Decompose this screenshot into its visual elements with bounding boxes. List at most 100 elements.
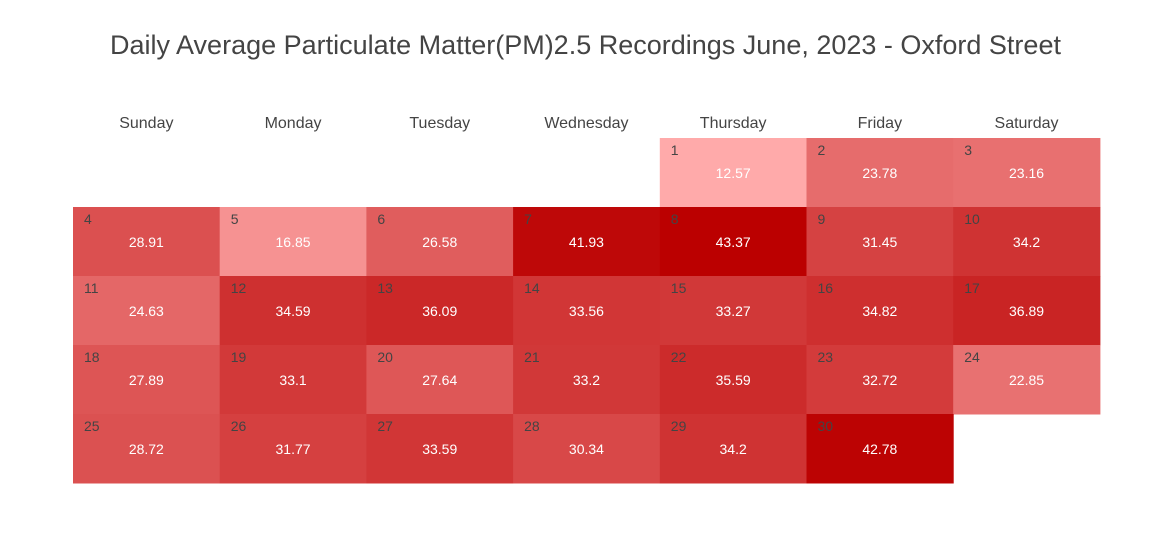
day-number: 9	[818, 211, 826, 227]
day-number: 10	[964, 211, 980, 227]
weekday-label: Monday	[265, 115, 322, 132]
day-number: 22	[671, 349, 687, 365]
day-cell: 223.78	[806, 138, 954, 208]
day-value-label: 30.34	[569, 441, 604, 457]
day-number: 14	[524, 280, 540, 296]
day-number: 30	[818, 418, 834, 434]
day-cell: 843.37	[659, 207, 807, 277]
day-number: 23	[818, 349, 834, 365]
day-cell-fill	[659, 138, 807, 208]
day-value-label: 26.58	[422, 234, 457, 250]
day-cell-fill	[659, 414, 807, 484]
day-value-label: 33.59	[422, 441, 457, 457]
day-number: 24	[964, 349, 980, 365]
day-cell: 23 32.72	[806, 345, 954, 415]
day-cell-fill	[366, 414, 514, 484]
day-cell: 323.16	[953, 138, 1101, 208]
day-number: 29	[671, 418, 687, 434]
day-number: 4	[84, 211, 92, 227]
day-cell-fill	[366, 276, 514, 346]
day-value-label: 27.64	[422, 372, 457, 388]
day-number: 12	[231, 280, 247, 296]
day-cell-fill	[659, 276, 807, 346]
day-value-label: 41.93	[569, 234, 604, 250]
day-cell-fill	[953, 345, 1101, 415]
day-cell: 22 35.59	[659, 345, 807, 415]
day-cell-fill	[953, 207, 1101, 277]
day-value-label: 12.57	[716, 165, 751, 181]
day-value-label: 33.56	[569, 303, 604, 319]
day-cell: 14 33.56	[513, 276, 661, 346]
day-cell-fill	[513, 207, 661, 277]
day-cell: 10 34.2	[953, 207, 1101, 277]
day-number: 5	[231, 211, 239, 227]
day-value-label: 33.27	[716, 303, 751, 319]
day-cell: 26 31.77	[219, 414, 367, 484]
day-cell-fill	[73, 345, 221, 415]
day-number: 8	[671, 211, 679, 227]
day-value-label: 34.2	[1013, 234, 1040, 250]
day-cell: 112.57	[659, 138, 807, 208]
day-cell-fill	[806, 138, 954, 208]
day-cell: 24 22.85	[953, 345, 1101, 415]
day-cell: 626.58	[366, 207, 514, 277]
day-value-label: 36.09	[422, 303, 457, 319]
day-cell-fill	[513, 276, 661, 346]
day-value-label: 43.37	[716, 234, 751, 250]
day-cell-fill	[513, 414, 661, 484]
day-value-label: 27.89	[129, 372, 164, 388]
day-value-label: 23.16	[1009, 165, 1044, 181]
day-cell: 20 27.64	[366, 345, 514, 415]
day-number: 1	[671, 142, 679, 158]
day-number: 7	[524, 211, 532, 227]
day-value-label: 31.77	[276, 441, 311, 457]
day-number: 28	[524, 418, 540, 434]
day-number: 13	[377, 280, 393, 296]
day-number: 27	[377, 418, 393, 434]
day-cell-fill	[806, 207, 954, 277]
calendar-cells: 112.57223.78323.16428.91516.85626.58741.…	[73, 138, 1101, 484]
day-number: 6	[377, 211, 385, 227]
day-number: 18	[84, 349, 100, 365]
day-value-label: 24.63	[129, 303, 164, 319]
day-cell-fill	[73, 414, 221, 484]
chart-title: Daily Average Particulate Matter(PM)2.5 …	[110, 30, 1061, 60]
day-number: 26	[231, 418, 247, 434]
day-cell-fill	[219, 414, 367, 484]
day-cell: 13 36.09	[366, 276, 514, 346]
day-cell-fill	[219, 276, 367, 346]
day-value-label: 16.85	[276, 234, 311, 250]
day-value-label: 42.78	[862, 441, 897, 457]
day-cell: 27 33.59	[366, 414, 514, 484]
day-cell: 30 42.78	[806, 414, 954, 484]
day-value-label: 28.72	[129, 441, 164, 457]
day-value-label: 34.2	[720, 441, 747, 457]
day-cell: 931.45	[806, 207, 954, 277]
day-number: 2	[818, 142, 826, 158]
weekday-label: Wednesday	[544, 115, 628, 132]
day-cell-fill	[659, 345, 807, 415]
day-number: 20	[377, 349, 393, 365]
day-cell-fill	[366, 207, 514, 277]
day-number: 19	[231, 349, 247, 365]
day-number: 16	[818, 280, 834, 296]
day-cell-fill	[219, 207, 367, 277]
day-value-label: 22.85	[1009, 372, 1044, 388]
day-cell-fill	[366, 345, 514, 415]
day-cell: 12 34.59	[219, 276, 367, 346]
weekday-label: Thursday	[700, 115, 767, 132]
day-value-label: 33.2	[573, 372, 600, 388]
day-value-label: 23.78	[862, 165, 897, 181]
day-number: 3	[964, 142, 972, 158]
day-number: 11	[84, 280, 99, 296]
day-cell: 19 33.1	[219, 345, 367, 415]
day-cell: 28 30.34	[513, 414, 661, 484]
day-cell-fill	[73, 207, 221, 277]
day-value-label: 34.82	[862, 303, 897, 319]
day-cell: 741.93	[513, 207, 661, 277]
day-cell: 11 24.63	[73, 276, 221, 346]
day-number: 15	[671, 280, 687, 296]
day-cell: 428.91	[73, 207, 221, 277]
day-cell: 18 27.89	[73, 345, 221, 415]
